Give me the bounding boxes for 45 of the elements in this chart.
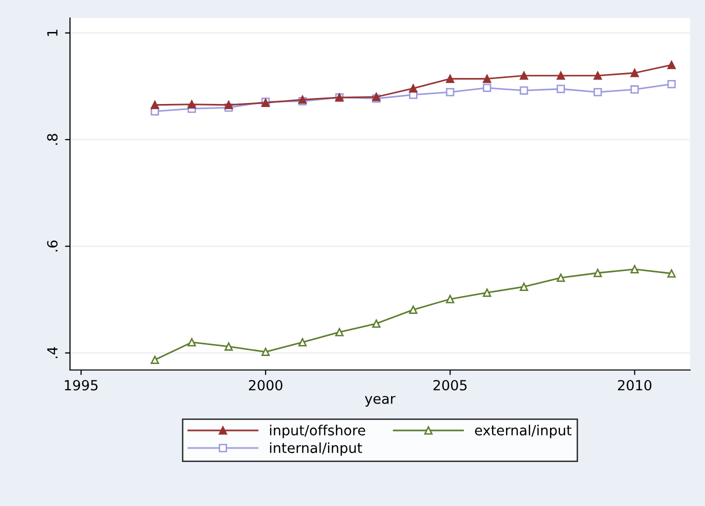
point xyxy=(446,88,454,96)
y-tick-label: 1 xyxy=(47,30,58,36)
point xyxy=(667,269,676,278)
x-tick-label: 1995 xyxy=(64,380,98,390)
point xyxy=(261,348,270,356)
point xyxy=(630,68,639,78)
x-tick-label: 2005 xyxy=(433,380,467,390)
point xyxy=(594,268,602,278)
x-tick-label: 2000 xyxy=(248,380,282,390)
point xyxy=(224,100,233,110)
point xyxy=(298,338,307,346)
point xyxy=(409,306,418,314)
point xyxy=(594,71,602,80)
point xyxy=(630,85,639,94)
legend-label: external/input xyxy=(475,424,572,438)
point xyxy=(556,274,565,282)
point xyxy=(667,80,676,88)
y-tick-label: .4 xyxy=(47,347,58,358)
point xyxy=(594,88,602,96)
point xyxy=(556,71,565,80)
legend-label: internal/input xyxy=(270,442,362,456)
legend-label: input/offshore xyxy=(270,424,366,438)
point xyxy=(409,84,418,93)
point xyxy=(482,288,492,297)
y-tick-label: .6 xyxy=(47,240,58,252)
point xyxy=(335,328,344,336)
point xyxy=(520,71,528,80)
point xyxy=(150,100,160,110)
point xyxy=(556,84,565,94)
point xyxy=(188,100,196,109)
point xyxy=(482,74,492,83)
point xyxy=(520,86,528,95)
y-tick-label: .8 xyxy=(47,134,58,145)
point xyxy=(150,356,160,364)
point xyxy=(630,265,639,274)
point xyxy=(520,282,528,291)
point xyxy=(446,294,454,304)
point xyxy=(188,338,196,346)
point xyxy=(482,84,492,92)
point xyxy=(446,74,454,83)
point xyxy=(372,319,380,328)
x-tick-label: 2010 xyxy=(618,380,652,390)
point xyxy=(667,60,676,70)
x-axis-title: year xyxy=(364,396,396,407)
point xyxy=(224,342,233,351)
